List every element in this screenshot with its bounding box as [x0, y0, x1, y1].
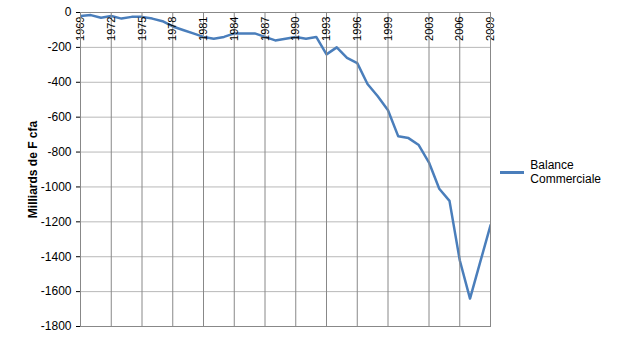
svg-text:-1400: -1400 — [41, 250, 72, 264]
svg-text:1987: 1987 — [259, 17, 271, 41]
svg-text:1993: 1993 — [320, 17, 332, 41]
svg-text:2003: 2003 — [423, 17, 435, 41]
svg-text:1999: 1999 — [382, 17, 394, 41]
svg-text:-400: -400 — [47, 75, 71, 89]
svg-text:2006: 2006 — [453, 17, 465, 41]
svg-text:Milliards de F cfa: Milliards de F cfa — [26, 120, 40, 218]
svg-text:1978: 1978 — [166, 17, 178, 41]
svg-text:1996: 1996 — [351, 17, 363, 41]
svg-text:1969: 1969 — [74, 16, 86, 41]
svg-text:1975: 1975 — [136, 17, 148, 41]
svg-text:-600: -600 — [47, 110, 71, 124]
svg-text:1972: 1972 — [105, 17, 117, 41]
svg-text:1990: 1990 — [289, 17, 301, 41]
svg-text:-1800: -1800 — [41, 319, 72, 333]
svg-text:0: 0 — [65, 5, 72, 19]
svg-text:-1200: -1200 — [41, 215, 72, 229]
svg-text:1981: 1981 — [197, 17, 209, 41]
svg-text:-200: -200 — [47, 40, 71, 54]
html-text:Balance Commerciale: Balance Commerciale — [530, 158, 601, 186]
svg-text:-800: -800 — [47, 145, 71, 159]
svg-text:1984: 1984 — [228, 17, 240, 41]
svg-text:-1000: -1000 — [41, 180, 72, 194]
svg-text:-1600: -1600 — [41, 284, 72, 298]
svg-text:2009: 2009 — [484, 16, 496, 41]
